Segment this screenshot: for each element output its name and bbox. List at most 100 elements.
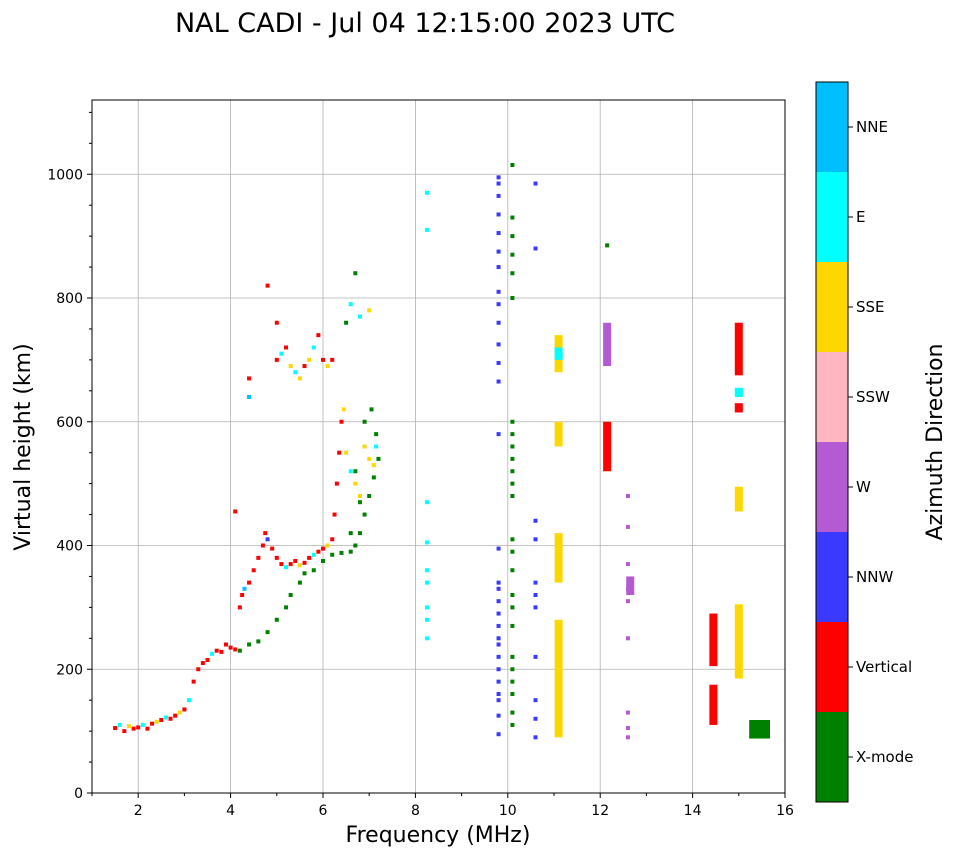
trace-point: [302, 560, 307, 565]
trace-point: [367, 456, 372, 461]
colorbar-segment: [816, 712, 848, 802]
echo-bar: [734, 322, 743, 376]
trace-point: [247, 580, 252, 585]
trace-point: [316, 333, 321, 338]
trace-point: [357, 314, 362, 319]
column-point: [496, 360, 501, 365]
trace-point: [163, 715, 168, 720]
column-point: [510, 568, 515, 573]
x-tick-label: 8: [411, 803, 420, 819]
xmode-point: [288, 593, 293, 597]
colorbar: X-mode Vertical NNW W SSW SSE E NNE: [815, 81, 913, 803]
column-point: [533, 537, 538, 542]
xmode-point: [321, 558, 325, 563]
trace-point: [341, 407, 346, 412]
column-point: [496, 692, 501, 696]
column-point: [625, 636, 630, 641]
echo-bar: [709, 684, 718, 725]
trace-point: [270, 546, 275, 551]
column-point: [424, 636, 429, 641]
trace-point: [196, 667, 201, 672]
xmode-point: [353, 543, 358, 548]
echo-bar: [554, 347, 563, 360]
trace-point: [279, 562, 284, 567]
trace-point: [214, 648, 219, 653]
trace-point: [288, 364, 293, 369]
echo-bar: [626, 576, 635, 595]
column-point: [625, 494, 630, 498]
column-point: [533, 518, 538, 523]
xmode-point: [374, 432, 379, 437]
trace-point: [337, 450, 342, 455]
column-point: [625, 735, 630, 740]
trace-point: [334, 481, 339, 486]
echo-bar: [554, 619, 563, 738]
column-point: [424, 227, 429, 232]
column-point: [510, 537, 515, 542]
echo-bar: [734, 387, 743, 397]
column-point: [533, 605, 538, 610]
trace-point: [191, 679, 196, 684]
trace-point: [131, 726, 136, 731]
column-point: [625, 524, 630, 529]
xmode-point: [605, 243, 610, 248]
column-point: [510, 296, 515, 300]
column-point: [424, 568, 429, 573]
column-point: [496, 212, 501, 217]
trace-point: [223, 642, 228, 647]
column-point: [496, 193, 501, 198]
xmode-point: [256, 639, 261, 644]
trace-point: [325, 364, 330, 369]
trace-point: [374, 444, 379, 449]
trace-point: [233, 647, 238, 652]
xmode-point: [344, 320, 349, 325]
trace-point: [357, 494, 362, 498]
column-point: [496, 379, 501, 384]
colorbar-tick-label: SSW: [856, 388, 890, 406]
trace-point: [325, 543, 330, 548]
plot-frame: [91, 99, 786, 794]
y-tick-label: 200: [56, 662, 83, 678]
column-point: [496, 546, 501, 551]
trace-point: [311, 345, 316, 350]
trace-point: [332, 512, 337, 517]
column-point: [510, 469, 515, 474]
x-tick-label: 2: [134, 803, 143, 819]
column-point: [510, 271, 515, 276]
xmode-point: [348, 549, 353, 554]
trace-point: [136, 725, 141, 730]
x-tick-label: 4: [226, 803, 235, 819]
colorbar-segment: [816, 352, 848, 442]
trace-point: [284, 565, 289, 570]
trace-point: [330, 357, 335, 362]
column-point: [496, 642, 501, 647]
trace-point: [240, 593, 245, 597]
trace-point: [339, 419, 344, 424]
trace-point: [237, 605, 242, 610]
column-point: [496, 342, 501, 347]
trace-point: [265, 283, 270, 288]
colorbar-segment: [816, 262, 848, 352]
chart-title: NAL CADI - Jul 04 12:15:00 2023 UTC: [175, 8, 675, 39]
trace-point: [284, 345, 289, 350]
trace-point: [311, 552, 316, 557]
column-point: [625, 726, 630, 731]
column-point: [533, 698, 538, 703]
xmode-point: [353, 271, 358, 276]
y-tick-label: 400: [56, 539, 83, 555]
column-point: [533, 735, 538, 740]
trace-point: [242, 586, 247, 591]
trace-point: [348, 469, 353, 474]
xmode-point: [284, 605, 289, 610]
column-point: [496, 181, 501, 186]
column-point: [496, 611, 501, 616]
trace-point: [113, 726, 118, 731]
column-point: [496, 231, 501, 236]
column-point: [625, 599, 630, 604]
column-point: [510, 549, 515, 554]
xmode-point: [339, 550, 344, 555]
column-point: [424, 190, 429, 195]
column-point: [496, 667, 501, 672]
trace-point: [279, 351, 284, 356]
column-point: [510, 623, 515, 628]
